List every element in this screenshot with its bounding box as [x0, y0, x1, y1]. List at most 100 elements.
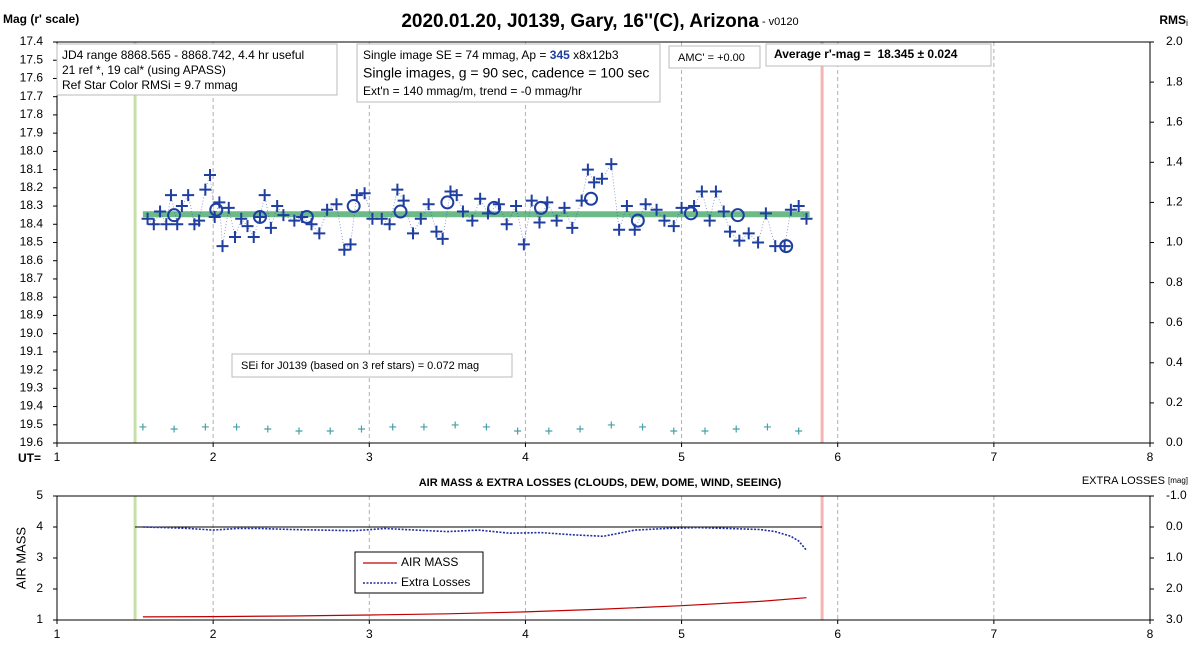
point: [420, 423, 428, 431]
point: [229, 231, 242, 244]
y2-label: RMS: [1159, 13, 1186, 27]
y2-tick-label: 1.0: [1166, 550, 1183, 564]
point: [595, 172, 608, 185]
y-tick-label: 18.0: [20, 144, 44, 158]
point: [235, 212, 248, 225]
point: [588, 176, 601, 189]
y2-tick-label: 2.0: [1166, 34, 1183, 48]
x-axis-label: UT=: [18, 451, 41, 465]
subtitle: - v0120: [759, 16, 799, 28]
average-point: [683, 206, 698, 221]
point: [517, 238, 530, 251]
point: [330, 198, 343, 211]
point: [717, 205, 730, 218]
annotation-part: 345: [550, 48, 570, 62]
average-point: [630, 213, 645, 228]
x-tick-label: 4: [522, 450, 529, 464]
point: [639, 423, 647, 431]
x-tick-label: 6: [834, 627, 841, 641]
annotation-box: [356, 43, 661, 103]
annotation-box: [56, 43, 338, 96]
point: [605, 158, 618, 171]
point: [451, 421, 459, 429]
y-tick-label: 17.8: [20, 107, 44, 121]
point: [450, 189, 463, 202]
point: [430, 225, 443, 238]
point: [414, 212, 427, 225]
x-tick-label: 7: [991, 627, 998, 641]
point: [277, 209, 290, 222]
y-tick-label: 1: [36, 612, 43, 626]
y-tick-label: 19.6: [20, 435, 44, 449]
y-tick-label: 18.7: [20, 271, 44, 285]
y2-label-sub: i: [1186, 18, 1188, 28]
annotation: Single image SE = 74 mmag, Ap = 345 x8x1…: [363, 48, 619, 62]
point: [436, 232, 449, 245]
point: [607, 421, 615, 429]
series-line: [142, 526, 808, 551]
average-point: [167, 208, 182, 223]
point: [667, 220, 680, 233]
y2-tick-label: 1.2: [1166, 195, 1183, 209]
point: [201, 423, 209, 431]
average-point: [584, 191, 599, 206]
y-tick-label: 18.6: [20, 253, 44, 267]
point: [763, 423, 771, 431]
annotation-box: [765, 43, 992, 67]
point: [566, 221, 579, 234]
annotation-box: [668, 45, 761, 69]
point: [241, 220, 254, 233]
average-point: [346, 199, 361, 214]
point: [784, 203, 797, 216]
point: [581, 163, 594, 176]
y-tick-label: 19.1: [20, 344, 44, 358]
point: [375, 212, 388, 225]
y-tick-label: 19.2: [20, 362, 44, 376]
point: [613, 223, 626, 236]
y-tick-label: 19.0: [20, 326, 44, 340]
y2-tick-label: 1.6: [1166, 114, 1183, 128]
y-tick-label: 4: [36, 519, 43, 533]
point: [514, 427, 522, 435]
y-tick-label: 18.1: [20, 162, 44, 176]
y2-tick-label: 2.0: [1166, 581, 1183, 595]
y2-axis-label: RMSi: [1159, 13, 1188, 28]
point: [550, 214, 563, 227]
point: [650, 203, 663, 216]
point: [742, 227, 755, 240]
y-tick-label: 18.9: [20, 308, 44, 322]
point: [264, 221, 277, 234]
y2-tick-label: 0.4: [1166, 355, 1183, 369]
point: [344, 238, 357, 251]
point: [500, 218, 513, 231]
y2-tick-label: 3.0: [1166, 612, 1183, 626]
y-tick-label: 17.7: [20, 89, 44, 103]
average-point: [730, 208, 745, 223]
point: [474, 192, 487, 205]
point: [703, 214, 716, 227]
x-tick-label: 2: [210, 450, 217, 464]
y2-tick-label: 0.6: [1166, 315, 1183, 329]
y-tick-label: 18.4: [20, 216, 44, 230]
point: [213, 196, 226, 209]
point: [247, 231, 260, 244]
x-tick-label: 1: [54, 450, 61, 464]
y-tick-label: 3: [36, 550, 43, 564]
point: [338, 243, 351, 256]
point: [216, 240, 229, 253]
x-tick-label: 5: [678, 627, 685, 641]
point: [222, 201, 235, 214]
point: [389, 423, 397, 431]
point: [139, 423, 147, 431]
y-axis-label: Mag (r' scale): [3, 12, 79, 26]
x-tick-label: 3: [366, 450, 373, 464]
point: [670, 427, 678, 435]
plots: 1 2 3 4 5 6 7 817.417.517.617.717.817.918.018.1…: [20, 34, 1187, 641]
x-tick-label: 5: [678, 450, 685, 464]
point: [723, 225, 736, 238]
point: [164, 189, 177, 202]
point: [545, 427, 553, 435]
y-tick-label: 19.5: [20, 417, 44, 431]
point: [141, 212, 154, 225]
point: [154, 205, 167, 218]
